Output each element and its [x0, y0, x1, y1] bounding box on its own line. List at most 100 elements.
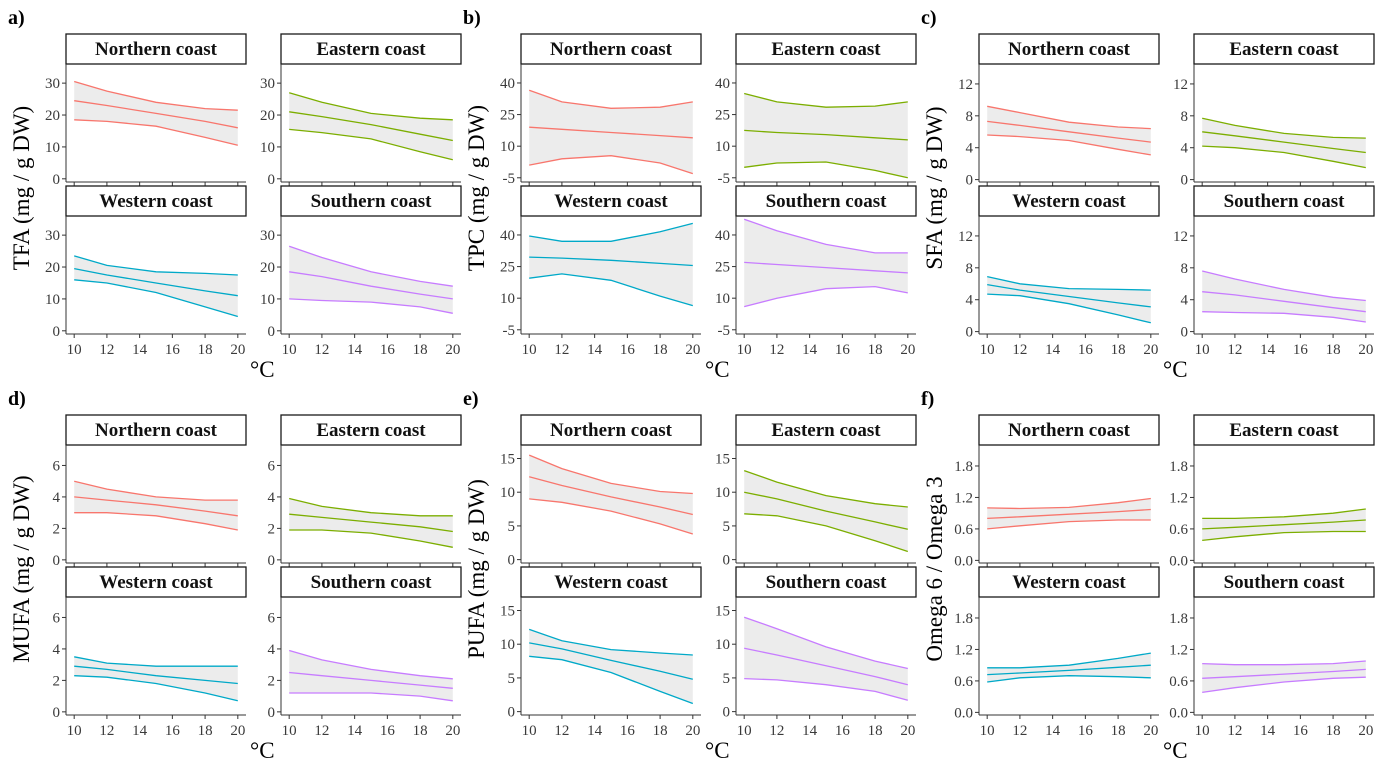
x-tick-label: 16 [1293, 342, 1309, 358]
chart-group: b) TPC (mg / g DW) °C Northern coast -5 10 25 4… [463, 7, 917, 382]
x-tick-label: 12 [314, 723, 329, 739]
confidence-band [1202, 118, 1366, 168]
x-tick-label: 16 [835, 723, 851, 739]
y-tick-label: 25 [500, 108, 515, 124]
facet-strip-label: Northern coast [1008, 420, 1131, 441]
x-tick-label: 14 [347, 723, 363, 739]
facet-panel: Western coast -5 10 25 40 10 12 14 16 18 20 [500, 185, 702, 358]
confidence-band [74, 481, 238, 530]
y-tick-label: 2 [268, 521, 276, 537]
panel-label: b) [463, 7, 481, 29]
facet-strip-label: Southern coast [311, 191, 433, 212]
upper-bound-line [1202, 117, 1366, 139]
fitted-line [1202, 519, 1366, 530]
x-tick-label: 18 [1111, 723, 1126, 739]
facet-panel: Eastern coast -5 10 25 40 [715, 33, 917, 187]
y-tick-label: 0 [1181, 173, 1189, 189]
x-tick-label: 10 [522, 342, 537, 358]
lower-bound-line [289, 529, 453, 548]
y-axis-label: TPC (mg / g DW) [464, 105, 489, 271]
y-tick-label: 2 [53, 673, 61, 689]
y-tick-label: 0 [268, 324, 276, 340]
facet-strip [735, 185, 917, 217]
facet-strip [65, 185, 247, 217]
facet-panel: Southern coast 0 4 8 12 10 12 14 16 18 20 [1173, 185, 1375, 358]
lower-bound-line [289, 298, 453, 314]
x-tick-label: 20 [900, 342, 915, 358]
facet-panel: Northern coast 0 4 8 12 [958, 33, 1160, 189]
y-tick-label: 0.0 [954, 553, 973, 569]
facet-strip-label: Northern coast [95, 420, 218, 441]
y-tick-label: 30 [260, 76, 275, 92]
facet-strip-label: Western coast [554, 191, 668, 212]
y-tick-label: 25 [715, 260, 730, 276]
y-tick-label: 1.2 [1169, 490, 1188, 506]
fitted-line [987, 664, 1151, 676]
x-tick-label: 12 [769, 342, 784, 358]
facet-strip [280, 414, 462, 446]
confidence-band [1202, 271, 1366, 322]
facet-panel: Northern coast 0 5 10 15 [500, 414, 702, 569]
x-tick-label: 18 [653, 342, 668, 358]
x-tick-label: 12 [1227, 342, 1242, 358]
panel-label: f) [921, 388, 934, 410]
lower-bound-line [74, 119, 238, 146]
confidence-band [987, 106, 1151, 155]
facet-strip [735, 33, 917, 65]
x-axis-unit-label: °C [1163, 357, 1188, 382]
confidence-band [529, 629, 693, 704]
fitted-line [1202, 131, 1366, 154]
y-tick-label: 0 [966, 173, 974, 189]
confidence-band [289, 498, 453, 548]
x-tick-label: 18 [413, 342, 428, 358]
lower-bound-line [1202, 145, 1366, 169]
upper-bound-line [289, 92, 453, 121]
x-axis-unit-label: °C [250, 738, 275, 763]
x-tick-label: 12 [99, 723, 114, 739]
x-axis-unit-label: °C [250, 357, 275, 382]
x-tick-label: 20 [1358, 723, 1373, 739]
fitted-line [529, 126, 693, 139]
fitted-line [744, 261, 908, 274]
x-tick-label: 14 [802, 342, 818, 358]
upper-bound-line [289, 649, 453, 680]
y-tick-label: 5 [508, 519, 516, 535]
y-tick-label: 10 [500, 637, 515, 653]
fitted-line [289, 671, 453, 689]
y-tick-label: 1.2 [1169, 642, 1188, 658]
y-tick-label: 12 [1173, 229, 1188, 245]
panel-label: c) [921, 7, 937, 29]
lower-bound-line [744, 513, 909, 553]
facet-panel: Western coast 0 2 4 6 10 12 14 16 18 20 [53, 566, 247, 739]
y-tick-label: 12 [1173, 77, 1188, 93]
facet-strip [978, 566, 1160, 598]
y-tick-label: 0.0 [1169, 553, 1188, 569]
facet-strip [520, 566, 702, 598]
x-tick-label: 18 [198, 723, 213, 739]
upper-bound-line [1202, 508, 1366, 520]
facet-panel: Northern coast 0 10 20 30 [45, 33, 247, 188]
y-tick-label: 0 [508, 553, 516, 569]
upper-bound-line [1202, 270, 1366, 302]
y-tick-label: 4 [268, 642, 276, 658]
facet-strip-label: Western coast [554, 572, 668, 593]
upper-bound-line [528, 628, 693, 656]
facet-strip [735, 566, 917, 598]
y-tick-label: 20 [45, 260, 60, 276]
facet-strip [65, 566, 247, 598]
fitted-line [987, 508, 1151, 520]
x-tick-label: 10 [737, 723, 752, 739]
y-tick-label: 30 [260, 228, 275, 244]
y-tick-label: 12 [958, 229, 973, 245]
confidence-band [289, 650, 453, 701]
upper-bound-line [74, 255, 238, 276]
fitted-line [74, 496, 238, 517]
x-tick-label: 18 [413, 723, 428, 739]
facet-strip [735, 414, 917, 446]
y-tick-label: 12 [958, 77, 973, 93]
x-tick-label: 18 [868, 723, 883, 739]
facet-strip [1193, 414, 1375, 446]
x-tick-label: 14 [132, 723, 148, 739]
panel-label: a) [8, 7, 25, 29]
lower-bound-line [987, 134, 1151, 156]
